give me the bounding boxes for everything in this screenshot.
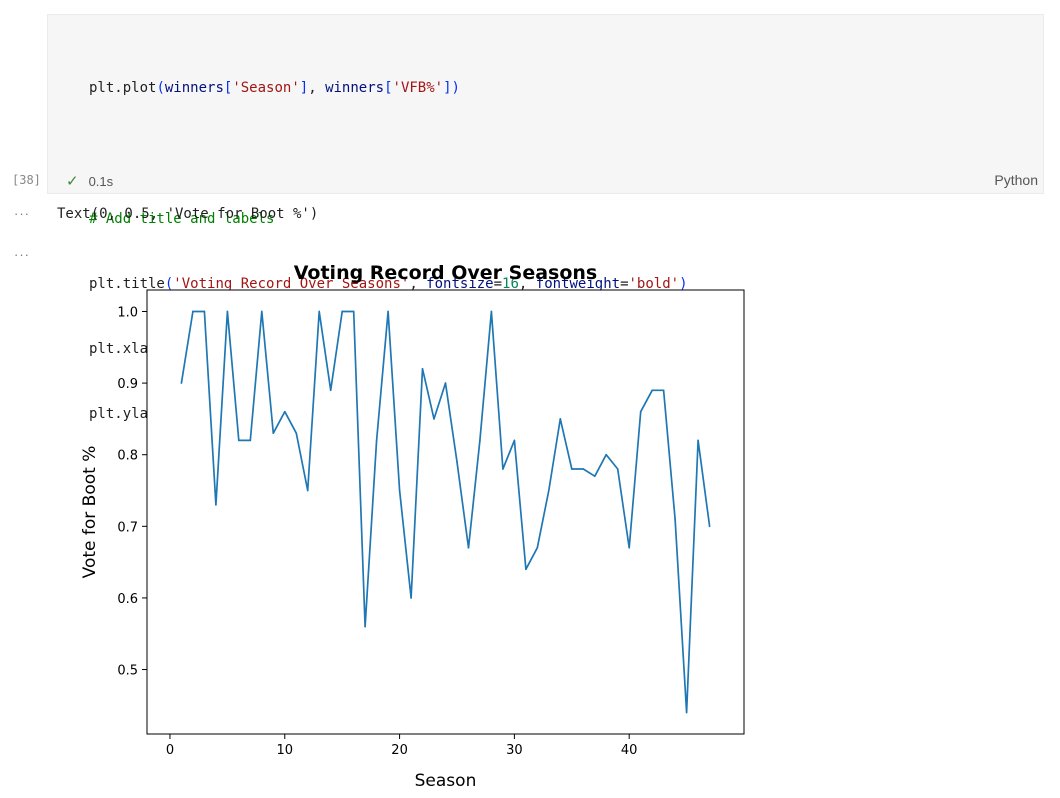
kernel-language-button[interactable]: Python (994, 172, 1038, 188)
data-point (410, 597, 412, 599)
data-point (513, 439, 516, 442)
output-text: Text(0, 0.5, 'Vote for Boot %') (57, 206, 319, 222)
check-icon: ✓ (66, 173, 79, 190)
data-point (375, 439, 378, 442)
code-line-2 (89, 144, 688, 166)
data-point (306, 489, 309, 492)
data-point (444, 382, 447, 384)
x-tick-label: 30 (506, 743, 523, 758)
y-tick-label: 0.6 (117, 592, 138, 607)
data-point (628, 547, 630, 549)
data-point (479, 439, 481, 442)
execution-duration: 0.1s (88, 174, 114, 189)
data-point (467, 547, 470, 549)
data-point (272, 432, 275, 435)
x-tick-label: 40 (621, 743, 638, 758)
data-point (548, 489, 550, 492)
data-point (180, 382, 183, 384)
line-chart: 0 10 20 30 40 0.5 0.6 0.7 0.8 0.9 1.0 Voting Record… (80, 262, 745, 791)
data-point (329, 389, 332, 392)
data-point (697, 439, 699, 442)
data-point (295, 432, 298, 435)
y-tick-label: 0.9 (117, 377, 138, 392)
data-point (283, 410, 286, 413)
data-point (261, 310, 263, 313)
x-axis-label: Season (415, 771, 477, 791)
y-axis-label: Vote for Boot % (80, 446, 100, 579)
data-point (559, 418, 562, 420)
code-cell[interactable]: plt.plot(winners['Season'], winners['VFB… (47, 14, 1044, 422)
data-point (570, 468, 573, 470)
data-point (662, 389, 665, 392)
data-point (708, 525, 711, 528)
data-point (525, 568, 527, 571)
data-point (226, 310, 229, 313)
x-tick-label: 10 (276, 743, 293, 758)
y-tick-label: 1.0 (117, 305, 138, 320)
data-point (203, 310, 206, 313)
data-point (674, 518, 676, 520)
data-point (490, 310, 493, 313)
data-point (387, 310, 389, 313)
data-point (341, 310, 343, 313)
data-point (215, 504, 217, 506)
output-menu-icon[interactable]: ··· (14, 247, 30, 262)
x-tick-label: 0 (166, 743, 174, 758)
chart-title: Voting Record Over Seasons (294, 262, 597, 284)
y-tick-label: 0.8 (117, 449, 138, 464)
data-point (582, 468, 585, 470)
code-line-1: plt.plot(winners['Season'], winners['VFB… (89, 80, 460, 97)
data-point (352, 310, 355, 313)
x-tick-label: 20 (391, 743, 408, 758)
data-point (398, 489, 401, 492)
data-point (238, 439, 240, 442)
output-menu-icon[interactable]: ··· (14, 206, 30, 221)
y-tick-label: 0.5 (117, 664, 138, 679)
data-point (605, 453, 608, 456)
data-point (421, 367, 424, 370)
data-point (536, 547, 539, 549)
data-point (616, 468, 619, 470)
data-point (502, 468, 504, 470)
execution-count: [38] (12, 173, 41, 187)
data-point (364, 625, 366, 628)
y-tick-label: 0.7 (117, 520, 138, 535)
data-point (318, 310, 321, 313)
execution-status: ✓ 0.1s (66, 172, 113, 190)
plot-frame (146, 289, 745, 735)
code-line-3: # Add title and labels (89, 210, 275, 227)
data-point (192, 310, 194, 313)
data-point (651, 389, 653, 392)
data-point (249, 439, 252, 442)
data-point (639, 410, 642, 413)
data-point (456, 461, 458, 463)
code-line-4: plt.title('Voting Record Over Seasons', … (89, 275, 688, 292)
data-point (685, 711, 688, 714)
data-point (593, 475, 596, 477)
data-point (433, 418, 435, 420)
